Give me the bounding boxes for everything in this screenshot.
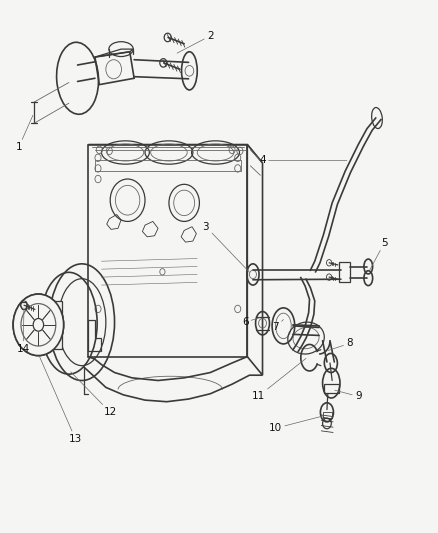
Text: 4: 4: [259, 156, 347, 165]
Ellipse shape: [13, 294, 64, 356]
Text: 14: 14: [17, 308, 30, 354]
Polygon shape: [88, 144, 247, 357]
Text: 7: 7: [272, 319, 283, 333]
Text: 3: 3: [203, 222, 250, 272]
Polygon shape: [247, 144, 262, 375]
Text: 6: 6: [242, 317, 260, 327]
Text: 1: 1: [15, 115, 33, 152]
Polygon shape: [88, 144, 262, 163]
Text: 9: 9: [335, 390, 362, 401]
Text: 13: 13: [39, 357, 82, 444]
Text: 12: 12: [71, 372, 117, 417]
Text: 5: 5: [370, 238, 388, 270]
Text: 10: 10: [269, 416, 324, 433]
Text: 8: 8: [328, 338, 353, 351]
Text: 11: 11: [251, 358, 306, 401]
Text: 2: 2: [177, 31, 214, 53]
Polygon shape: [39, 301, 62, 349]
